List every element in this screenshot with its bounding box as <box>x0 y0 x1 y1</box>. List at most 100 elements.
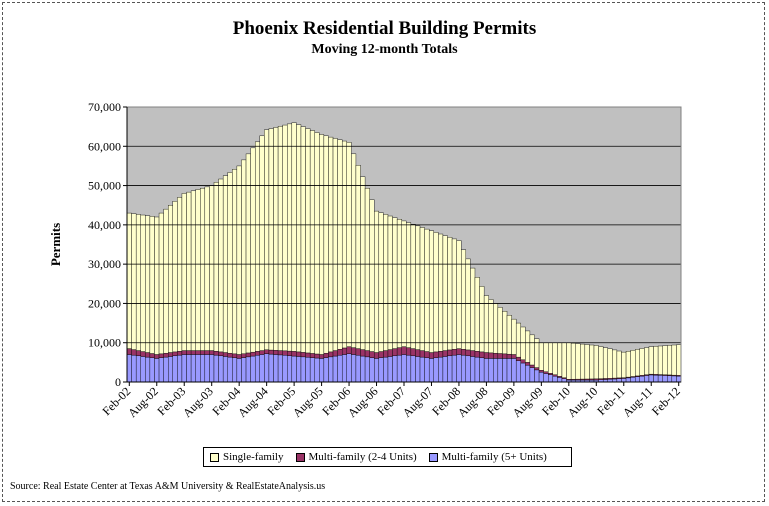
bar-multi-5plus-33 <box>277 354 283 383</box>
y-tick-label-0: 0 <box>115 375 121 389</box>
legend-swatch-multi-5plus <box>428 452 438 462</box>
bar-multi-5plus-83 <box>506 358 512 383</box>
bar-multi-5plus-19 <box>213 354 219 383</box>
bar-single-family-50 <box>355 165 361 349</box>
bar-multi-2-4-34 <box>282 350 288 356</box>
bar-single-family-87 <box>525 330 531 363</box>
bar-multi-2-4-7 <box>158 353 164 358</box>
bar-multi-5plus-36 <box>291 355 297 383</box>
bar-multi-5plus-18 <box>209 354 215 383</box>
bar-multi-5plus-13 <box>186 354 192 383</box>
bar-multi-5plus-39 <box>305 357 311 383</box>
bar-multi-2-4-39 <box>305 352 311 358</box>
bar-multi-5plus-88 <box>529 367 535 383</box>
bar-multi-2-4-59 <box>396 347 402 356</box>
bar-multi-2-4-87 <box>525 362 531 366</box>
bar-multi-2-4-29 <box>259 350 265 355</box>
bar-single-family-104 <box>602 347 608 379</box>
legend-swatch-single-family <box>210 452 219 462</box>
bar-multi-5plus-8 <box>163 356 169 383</box>
bar-multi-2-4-27 <box>250 351 256 357</box>
bar-single-family-95 <box>561 342 567 378</box>
bar-multi-5plus-52 <box>364 356 370 383</box>
bar-multi-5plus-11 <box>177 354 183 383</box>
bar-single-family-116 <box>657 345 663 375</box>
bar-single-family-9 <box>168 205 173 353</box>
bar-multi-5plus-51 <box>360 355 366 383</box>
bar-multi-2-4-20 <box>218 351 224 357</box>
bar-multi-5plus-42 <box>319 358 325 383</box>
bar-single-family-120 <box>676 344 682 376</box>
bar-single-family-14 <box>190 190 196 351</box>
bar-multi-2-4-28 <box>254 351 260 356</box>
bar-multi-2-4-25 <box>241 353 247 358</box>
bar-multi-5plus-74 <box>465 355 471 383</box>
bar-multi-2-4-0 <box>126 348 132 355</box>
bar-multi-2-4-68 <box>438 351 444 358</box>
bar-multi-5plus-35 <box>287 355 293 383</box>
bar-multi-2-4-78 <box>483 352 489 359</box>
chart-title: Phoenix Residential Building Permits <box>232 18 537 39</box>
bar-single-family-90 <box>538 342 544 371</box>
bar-single-family-39 <box>305 128 311 354</box>
bar-multi-5plus-65 <box>424 357 430 383</box>
bar-single-family-53 <box>369 199 375 352</box>
bar-single-family-82 <box>502 311 508 355</box>
bar-single-family-63 <box>415 225 421 350</box>
legend-swatch-multi-2-4 <box>295 452 305 462</box>
bar-multi-5plus-76 <box>474 356 480 383</box>
bar-multi-2-4-22 <box>227 352 233 358</box>
bar-single-family-103 <box>598 346 604 379</box>
bar-single-family-11 <box>177 197 183 352</box>
bar-multi-5plus-17 <box>204 354 210 383</box>
bar-multi-2-4-14 <box>190 350 196 355</box>
bar-multi-5plus-68 <box>438 356 444 383</box>
bar-multi-5plus-71 <box>451 354 457 383</box>
bar-single-family-1 <box>131 213 137 350</box>
bar-multi-2-4-26 <box>245 352 251 358</box>
bar-single-family-18 <box>209 185 215 351</box>
bar-multi-5plus-58 <box>392 355 398 383</box>
bar-multi-5plus-75 <box>470 356 476 383</box>
bar-multi-2-4-16 <box>200 350 206 355</box>
y-tick-label-7: 70,000 <box>88 100 121 114</box>
bar-multi-2-4-50 <box>355 348 361 356</box>
bar-multi-5plus-43 <box>323 357 329 383</box>
bar-multi-2-4-81 <box>497 353 503 359</box>
bar-multi-2-4-69 <box>442 350 448 357</box>
bar-single-family-81 <box>497 307 503 354</box>
y-axis-label: Permits <box>48 223 63 266</box>
bar-multi-5plus-82 <box>502 358 508 383</box>
bar-single-family-113 <box>644 347 650 375</box>
bar-multi-5plus-53 <box>369 357 375 383</box>
bar-multi-2-4-82 <box>502 353 508 359</box>
bar-multi-5plus-84 <box>511 358 517 383</box>
bar-multi-5plus-24 <box>236 358 242 383</box>
bar-multi-5plus-66 <box>428 358 434 383</box>
bar-single-family-36 <box>291 122 297 352</box>
bar-multi-5plus-27 <box>250 355 256 383</box>
bar-multi-5plus-120 <box>676 375 682 383</box>
bar-single-family-16 <box>200 187 206 351</box>
bar-multi-2-4-4 <box>145 352 151 358</box>
bar-multi-2-4-72 <box>456 348 462 355</box>
bar-single-family-5 <box>149 216 155 354</box>
bar-single-family-99 <box>580 343 586 380</box>
bar-multi-2-4-89 <box>534 367 540 371</box>
bar-multi-5plus-113 <box>644 375 650 383</box>
bar-multi-2-4-42 <box>319 354 325 359</box>
bar-single-family-114 <box>648 346 654 375</box>
bar-single-family-41 <box>314 132 320 355</box>
bar-multi-2-4-6 <box>154 354 160 359</box>
legend-item-multi-5plus: Multi-family (5+ Units) <box>428 451 547 463</box>
bar-single-family-8 <box>163 208 169 354</box>
y-tick-label-3: 30,000 <box>88 257 121 271</box>
bar-multi-2-4-58 <box>392 348 398 357</box>
bar-multi-5plus-23 <box>232 357 238 383</box>
bar-single-family-84 <box>511 318 517 355</box>
bar-multi-2-4-63 <box>415 349 421 357</box>
bar-single-family-93 <box>552 342 558 375</box>
bar-single-family-117 <box>662 345 668 375</box>
bar-single-family-77 <box>479 286 485 353</box>
bar-multi-2-4-8 <box>163 352 169 358</box>
